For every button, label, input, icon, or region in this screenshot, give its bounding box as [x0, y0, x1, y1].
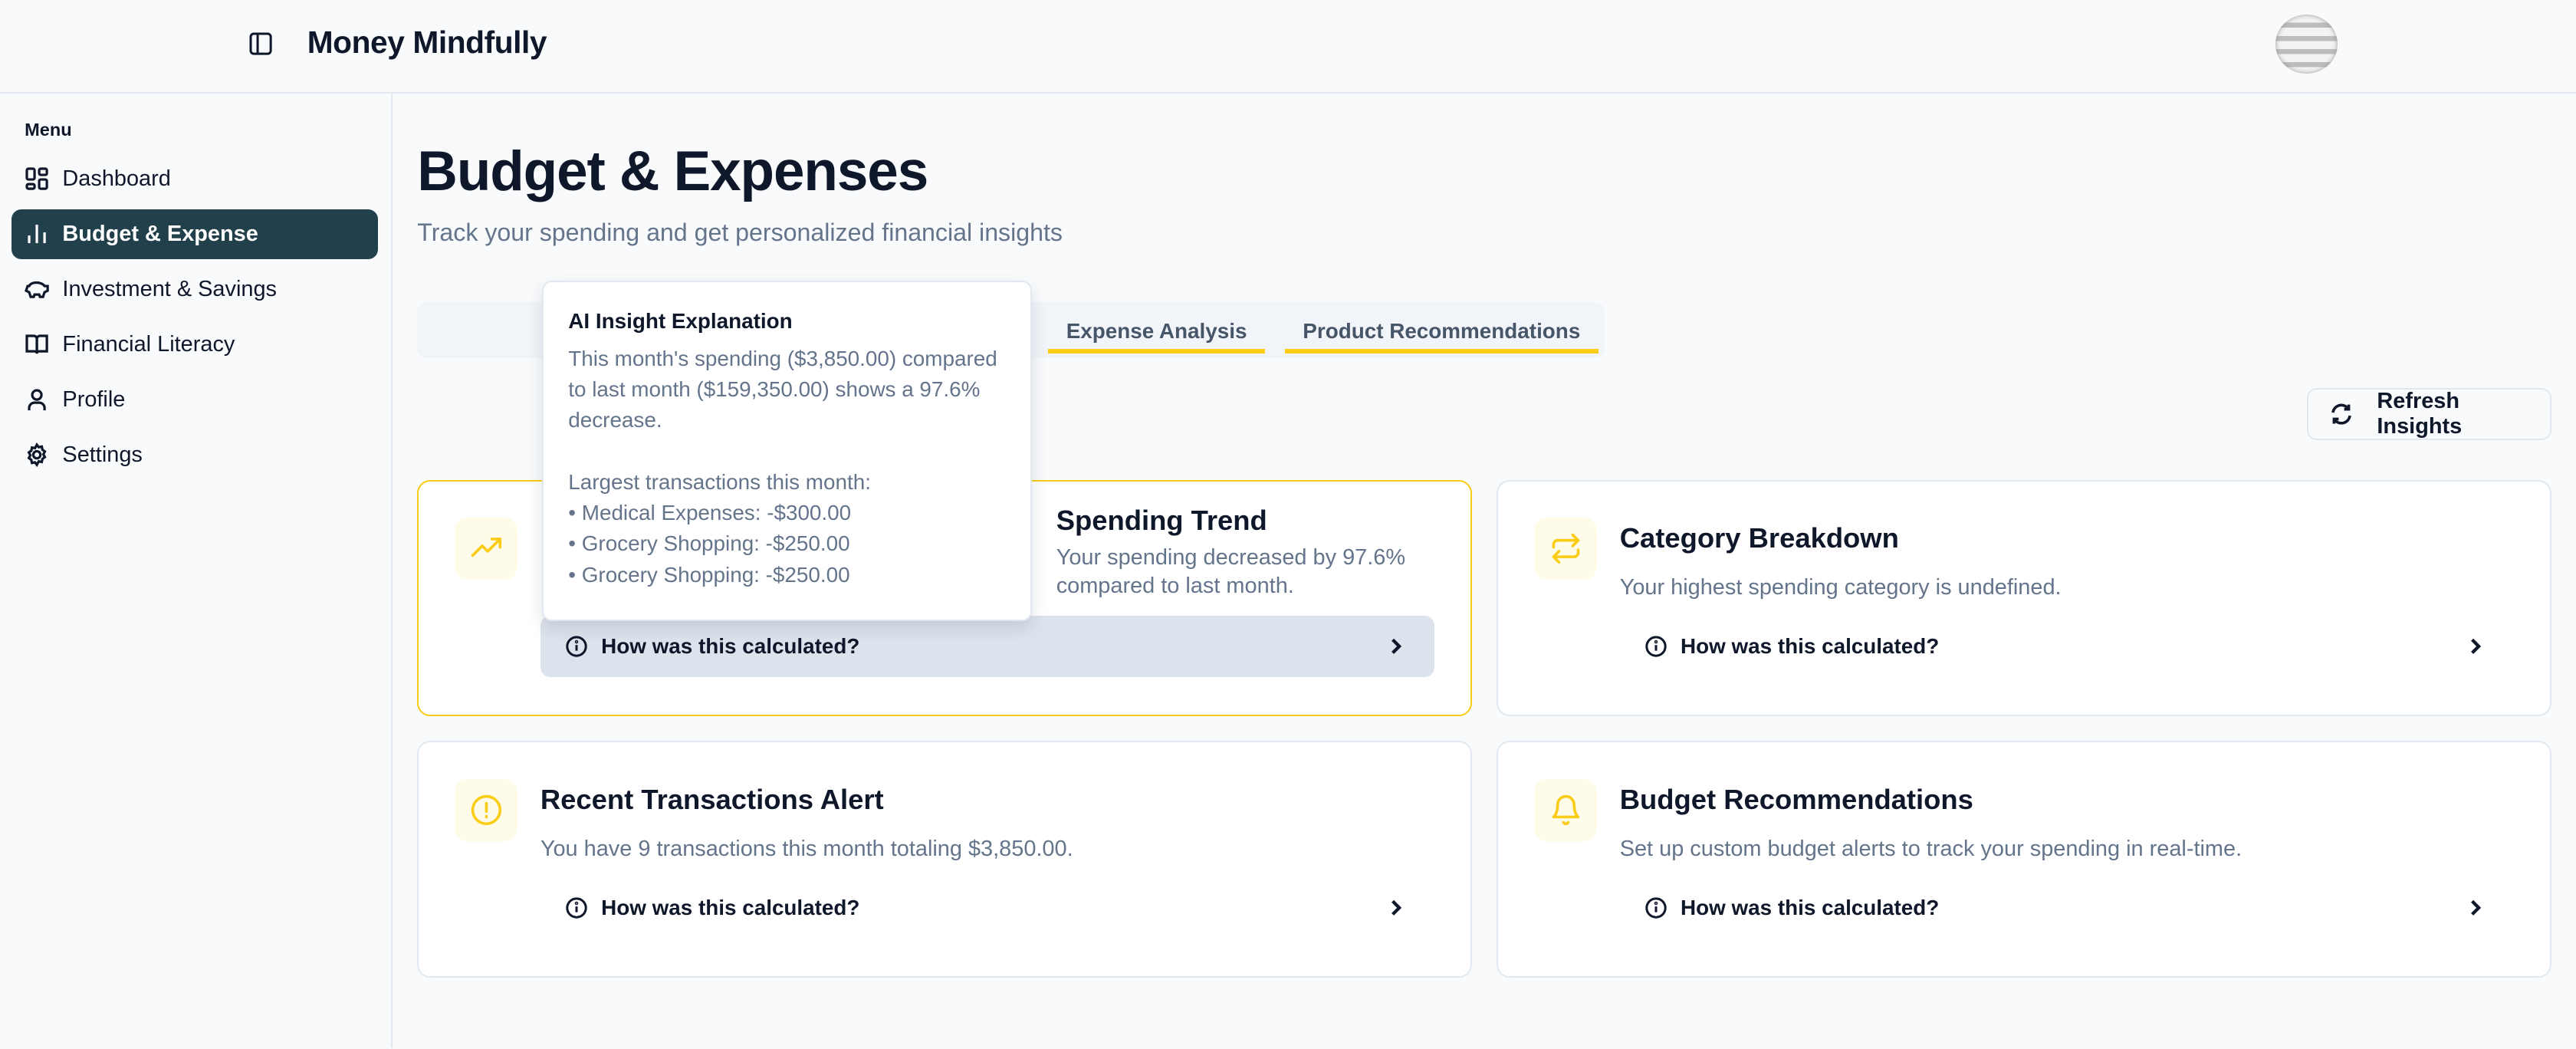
trending-up-icon: [471, 538, 501, 557]
tab-expense-analysis[interactable]: Expense Analysis: [1048, 302, 1266, 354]
info-icon: [566, 897, 587, 919]
book-icon: [25, 334, 48, 354]
chevron-right-icon: [2471, 638, 2482, 655]
sidebar-item-investment-savings[interactable]: Investment & Savings: [12, 265, 378, 314]
calc-label: How was this calculated?: [601, 634, 860, 659]
alert-circle-icon: [471, 794, 501, 825]
sidebar-item-label: Investment & Savings: [62, 277, 277, 302]
refresh-insights-button[interactable]: Refresh Insights: [2306, 387, 2551, 441]
menu-label: Menu: [25, 120, 72, 140]
tooltip-line: • Grocery Shopping: -$250.00: [568, 562, 850, 587]
sidebar: Menu Dashboard Budget & Expense Investme…: [0, 94, 393, 1049]
sidebar-item-label: Financial Literacy: [62, 332, 235, 357]
sidebar-item-label: Settings: [62, 442, 143, 467]
how-calculated-button[interactable]: How was this calculated?: [540, 877, 1434, 938]
tooltip-body: This month's spending ($3,850.00) compar…: [568, 344, 1005, 590]
tooltip-line: Largest transactions this month:: [568, 469, 871, 494]
user-icon: [28, 389, 46, 411]
tab-product-recommendations[interactable]: Product Recommendations: [1284, 302, 1598, 354]
card-title: Budget Recommendations: [1619, 783, 1973, 815]
bar-chart-icon: [28, 225, 46, 244]
app-title: Money Mindfully: [307, 25, 547, 61]
calc-label: How was this calculated?: [1680, 895, 1940, 919]
dashboard-icon: [25, 167, 48, 191]
sidebar-toggle-icon[interactable]: [248, 31, 273, 56]
tooltip-line: This month's spending ($3,850.00) compar…: [568, 346, 997, 432]
sidebar-item-budget-expense[interactable]: Budget & Expense: [12, 209, 378, 259]
card-description: You have 9 transactions this month total…: [540, 836, 1073, 861]
sidebar-item-label: Dashboard: [62, 166, 171, 192]
tooltip-line: • Grocery Shopping: -$250.00: [568, 531, 850, 556]
sidebar-item-settings[interactable]: Settings: [12, 430, 378, 479]
how-calculated-button[interactable]: How was this calculated?: [1620, 616, 2514, 676]
insight-card-category-breakdown: Category Breakdown Your highest spending…: [1497, 479, 2551, 717]
sidebar-item-dashboard[interactable]: Dashboard: [12, 154, 378, 203]
chevron-right-icon: [1392, 899, 1402, 916]
calc-label: How was this calculated?: [601, 895, 860, 919]
tooltip-line: • Medical Expenses: -$300.00: [568, 500, 852, 524]
calc-label: How was this calculated?: [1680, 634, 1940, 659]
sidebar-item-financial-literacy[interactable]: Financial Literacy: [12, 320, 378, 369]
card-description: Set up custom budget alerts to track you…: [1619, 836, 2242, 861]
how-calculated-button[interactable]: How was this calculated?: [1620, 877, 2514, 938]
insight-card-budget-recommendations: Budget Recommendations Set up custom bud…: [1497, 741, 2551, 978]
gear-icon: [27, 442, 47, 468]
card-title: Category Breakdown: [1619, 522, 1899, 554]
tooltip-line: [568, 436, 1005, 466]
card-title: Recent Transactions Alert: [540, 783, 884, 815]
card-description: Your highest spending category is undefi…: [1619, 574, 2062, 600]
avatar[interactable]: [2275, 15, 2338, 74]
page-title: Budget & Expenses: [417, 140, 928, 203]
sidebar-item-profile[interactable]: Profile: [12, 375, 378, 424]
info-icon: [566, 636, 587, 657]
top-header: Money Mindfully: [0, 0, 2576, 94]
refresh-icon: [2331, 403, 2352, 425]
page-subtitle: Track your spending and get personalized…: [417, 219, 1063, 246]
card-title: Spending Trend: [1056, 504, 1267, 536]
info-icon: [1645, 897, 1667, 919]
card-description: Your spending decreased by 97.6% compare…: [1056, 545, 1406, 598]
sidebar-item-label: Budget & Expense: [62, 222, 258, 247]
insight-card-recent-transactions: Recent Transactions Alert You have 9 tra…: [417, 741, 1472, 978]
chevron-right-icon: [2471, 899, 2482, 916]
repeat-icon: [1552, 533, 1579, 564]
refresh-label: Refresh Insights: [2377, 388, 2463, 439]
bell-icon: [1552, 794, 1579, 825]
info-icon: [1645, 636, 1667, 657]
chevron-right-icon: [1392, 638, 1402, 655]
sidebar-item-label: Profile: [62, 387, 126, 412]
tooltip-title: AI Insight Explanation: [568, 308, 793, 333]
piggy-bank-icon: [25, 281, 49, 299]
ai-insight-tooltip: AI Insight Explanation This month's spen…: [542, 281, 1032, 621]
how-calculated-button[interactable]: How was this calculated?: [540, 616, 1434, 677]
